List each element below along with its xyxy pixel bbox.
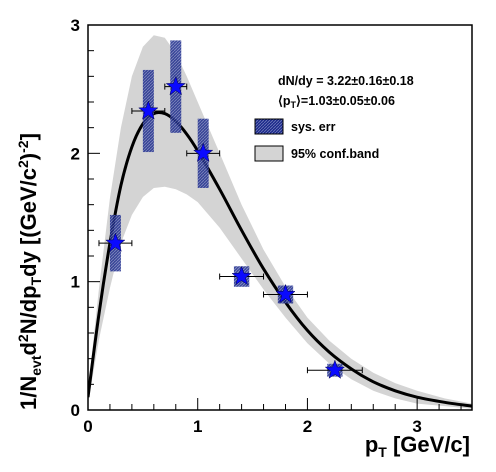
x-tick-label: 1 [193,417,202,436]
x-axis-title-sub: T [378,444,387,460]
x-axis-title-p: p [365,432,378,457]
data-point-1 [98,214,133,272]
y-axis-title-sup2b: 2 [15,160,31,168]
data-point-4 [186,118,221,188]
meanpt-sub: T [291,100,297,110]
y-axis-title-ndp: N/dp [16,285,41,334]
x-axis-title: pT [GeV/c] [365,432,470,460]
y-tick-label: 2 [71,144,80,163]
legend-sys-label: sys. err [291,120,336,134]
y-axis-title-close: ) [16,153,41,160]
fit-curve-layer [88,110,472,408]
y-tick-label: 0 [71,401,80,420]
data-points-layer [98,40,363,379]
x-tick-label: 2 [303,417,312,436]
axis-ticks-layer: 0 1 2 3 0 1 2 3 [71,16,462,436]
legend-band-label: 95% conf.band [291,147,379,161]
fit-curve [88,110,472,408]
x-tick-label: 0 [83,417,92,436]
y-tick-label: 1 [71,273,80,292]
star-marker [138,100,159,120]
star-marker [275,283,296,304]
x-tick-label: 3 [412,417,421,436]
y-axis-title-t: T [28,276,44,285]
y-axis-title-exp: -2 [15,140,31,153]
y-tick-label: 3 [71,16,80,35]
star-marker [105,232,126,252]
y-axis-title-part1: 1/N [16,376,41,410]
data-point-6 [263,283,308,304]
y-axis-title-evt: evt [28,355,44,376]
meanpt-close: ⟩=1.03±0.05±0.06 [296,94,395,108]
y-axis-title-bracket: ] [16,133,41,140]
star-marker [192,142,214,163]
data-point-2 [131,69,166,153]
star-marker [324,359,346,379]
dndy-annotation: dN/dy = 3.22±0.16±0.18 [278,74,414,88]
data-point-5 [219,265,265,287]
y-axis-title-d: d [16,342,41,355]
plot-frame [87,24,473,411]
y-axis-title-dy: dy [(GeV/c [16,168,41,277]
data-point-7 [306,359,363,379]
star-marker [165,75,187,96]
meanpt-annotation: ⟨pT⟩=1.03±0.05±0.06 [278,94,395,110]
x-axis-title-unit: [GeV/c] [387,432,470,457]
data-point-3 [164,40,188,133]
star-marker [231,265,252,286]
y-axis-title: 1/Nevtd2N/dpTdy [(GeV/c2)-2] [15,133,44,410]
y-axis-title-sup2: 2 [15,334,31,342]
meanpt-open: ⟨p [278,94,291,108]
legend-sys-swatch [254,118,284,135]
legend-band-swatch [254,145,284,162]
